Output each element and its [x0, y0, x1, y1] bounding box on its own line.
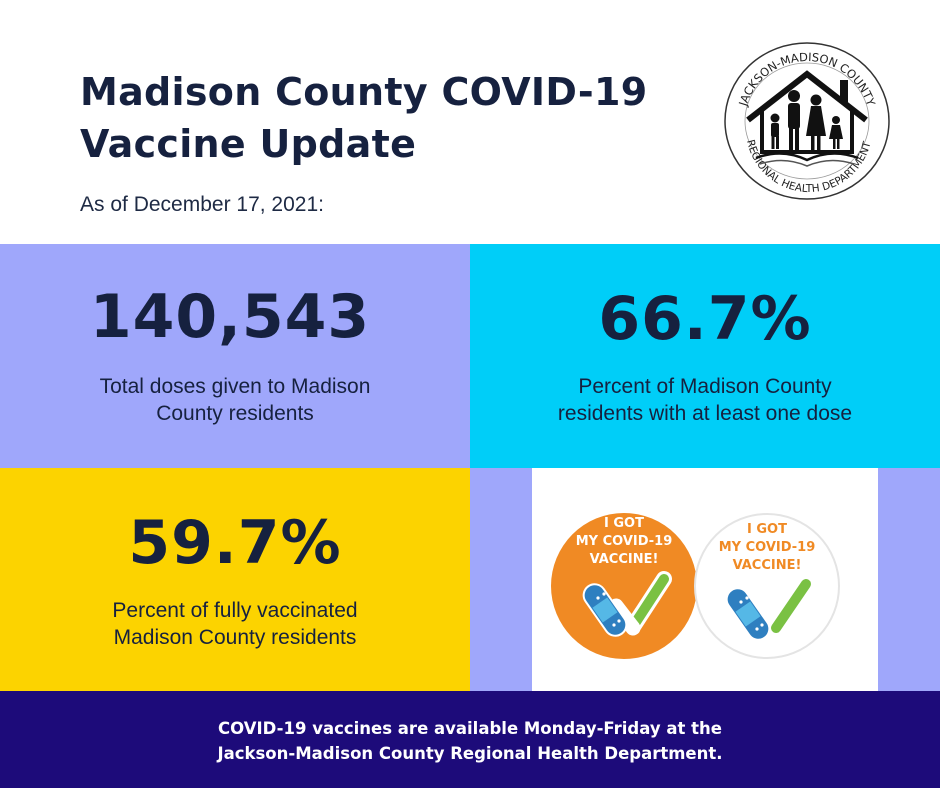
stat-value: 66.7%: [598, 284, 812, 354]
stat-label: Total doses given to Madison County resi…: [0, 373, 470, 427]
banner-line: Jackson-Madison County Regional Health D…: [217, 744, 723, 763]
stat-label-line: Percent of Madison County: [578, 375, 832, 398]
sticker-line: VACCINE!: [590, 552, 659, 567]
stat-value: 59.7%: [128, 508, 342, 578]
stat-label-line: County residents: [156, 402, 314, 425]
bandage-checkmark-icon: [582, 571, 672, 637]
sticker-white: I GOT MY COVID-19 VACCINE!: [694, 513, 840, 659]
stat-label-line: Madison County residents: [113, 626, 357, 649]
page-title: Madison County COVID-19 Vaccine Update: [80, 70, 648, 166]
availability-banner: COVID-19 vaccines are available Monday-F…: [0, 691, 940, 788]
stat-label: Percent of Madison County residents with…: [470, 373, 940, 427]
stat-label-line: Total doses given to Madison: [99, 375, 371, 398]
family-house-icon: [746, 70, 868, 167]
stat-fully-vaccinated: 59.7% Percent of fully vaccinated Madiso…: [0, 468, 470, 691]
sticker-line: I GOT: [604, 516, 644, 531]
vaccine-stickers: I GOT MY COVID-19 VACCINE!: [551, 513, 840, 659]
sticker-panel: I GOT MY COVID-19 VACCINE!: [532, 468, 878, 691]
bandage-checkmark-icon: [725, 576, 814, 641]
sticker-line: I GOT: [747, 522, 787, 537]
sticker-orange: I GOT MY COVID-19 VACCINE!: [551, 513, 697, 659]
stat-label-line: Percent of fully vaccinated: [112, 599, 358, 622]
stat-label-line: residents with at least one dose: [557, 402, 853, 425]
sticker-line: MY COVID-19: [719, 540, 816, 555]
stat-total-doses: 140,543 Total doses given to Madison Cou…: [0, 244, 470, 468]
banner-line: COVID-19 vaccines are available Monday-F…: [218, 719, 722, 738]
stat-one-dose: 66.7% Percent of Madison County resident…: [470, 244, 940, 468]
stat-label: Percent of fully vaccinated Madison Coun…: [0, 597, 470, 651]
health-department-logo: JACKSON-MADISON COUNTY REGIONAL HEALTH D…: [724, 42, 890, 200]
stat-value: 140,543: [89, 282, 371, 352]
sticker-line: VACCINE!: [733, 558, 802, 573]
sticker-tile: I GOT MY COVID-19 VACCINE!: [470, 468, 940, 691]
sticker-line: MY COVID-19: [576, 534, 673, 549]
as-of-date: As of December 17, 2021:: [80, 193, 324, 216]
